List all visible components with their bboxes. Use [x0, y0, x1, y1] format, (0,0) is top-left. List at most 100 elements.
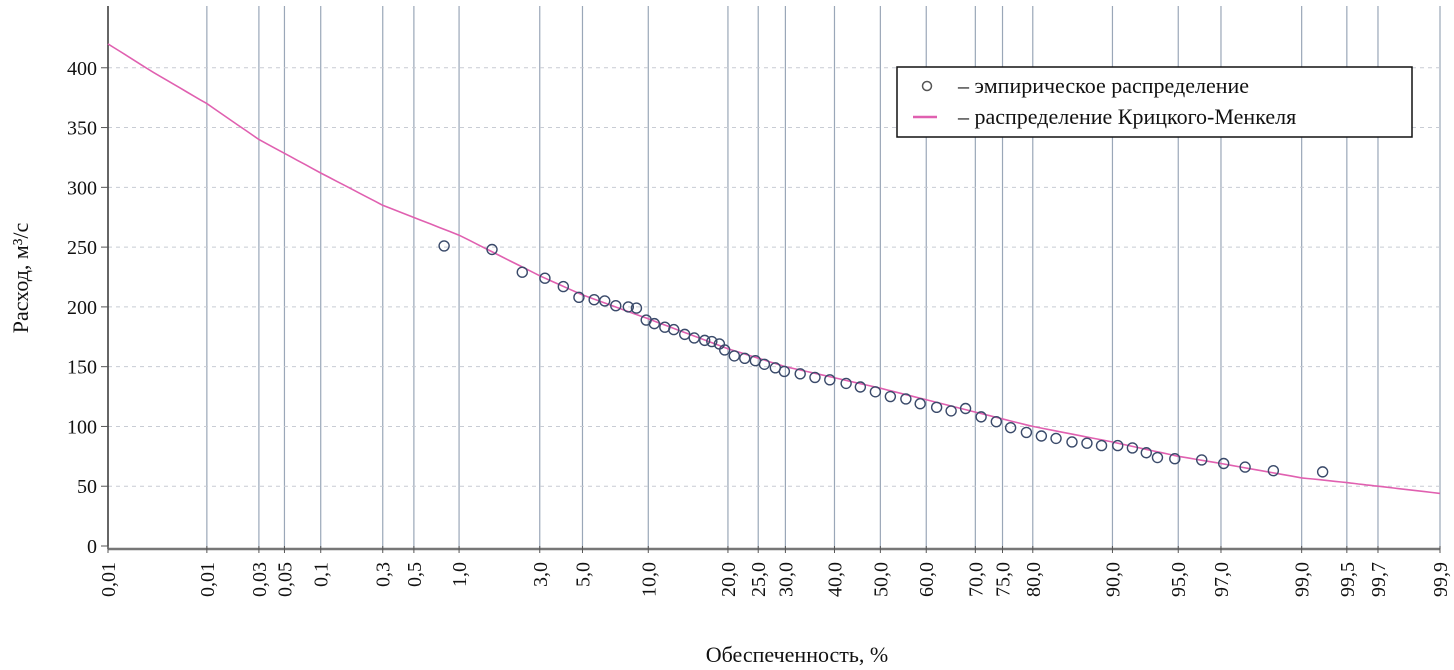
empirical-point [1267, 464, 1280, 477]
empirical-point [668, 323, 680, 336]
x-tick-label: 3,0 [530, 562, 552, 587]
empirical-point [1020, 426, 1033, 439]
empirical-point [679, 328, 691, 341]
x-tick-label: 40,0 [824, 562, 846, 597]
y-tick-labels: 0 50 100 150 200 250 300 350 400 [67, 58, 108, 558]
empirical-point [1169, 453, 1181, 465]
empirical-point [1095, 439, 1108, 452]
empirical-point [1239, 461, 1251, 473]
x-tick-label: 10,0 [638, 562, 660, 597]
empirical-point [945, 405, 957, 417]
empirical-point [622, 301, 635, 313]
axes [107, 6, 1440, 551]
empirical-point [718, 344, 731, 356]
x-tick-label: 0,1 [311, 562, 333, 587]
y-tick-label: 350 [67, 118, 97, 140]
legend-box [896, 66, 1413, 138]
empirical-point [854, 381, 867, 393]
grid [108, 6, 1441, 549]
empirical-point [599, 295, 611, 307]
x-tick-label: 0,03 [249, 562, 271, 597]
x-tick-label: 99,7 [1368, 562, 1390, 597]
y-tick-label: 0 [87, 536, 97, 558]
x-axis-label: Обеспеченность, % [706, 642, 889, 667]
empirical-point [688, 332, 700, 344]
empirical-point [739, 352, 751, 364]
x-tick-label: 0,5 [404, 562, 426, 587]
empirical-point [1081, 437, 1093, 449]
empirical-point [758, 358, 771, 370]
y-tick-label: 200 [67, 297, 97, 319]
empirical-point [1035, 430, 1048, 442]
y-tick-label: 300 [67, 177, 97, 199]
x-tick-label: 0,05 [274, 562, 296, 597]
empirical-point [884, 390, 897, 403]
y-tick-label: 250 [67, 237, 97, 259]
empirical-point [486, 243, 498, 256]
y-axis-label: Расход, м³/с [8, 222, 33, 333]
x-tick-label: 0,01 [197, 562, 219, 597]
empirical-point [573, 291, 585, 304]
empirical-point [1151, 451, 1164, 464]
empirical-point [869, 386, 882, 398]
empirical-point [778, 365, 791, 378]
legend-marker-empirical [921, 80, 933, 92]
x-tick-label: 70,0 [965, 562, 987, 597]
empirical-point [840, 377, 852, 390]
empirical-point [1196, 454, 1208, 466]
empirical-point [824, 374, 836, 386]
empirical-point [1140, 447, 1152, 459]
empirical-point [588, 294, 600, 306]
x-tick-label: 30,0 [775, 562, 797, 597]
empirical-point [1126, 442, 1139, 454]
empirical-point [539, 272, 551, 284]
x-tick-label: 90,0 [1102, 562, 1124, 597]
x-tick-label: 99,5 [1337, 562, 1359, 597]
empirical-point [959, 402, 972, 415]
empirical-point [1004, 421, 1017, 434]
legend-label-empirical: – эмпирическое распределение [957, 73, 1249, 98]
empirical-point [557, 280, 570, 293]
empirical-point [1316, 466, 1329, 478]
x-tick-label: 50,0 [870, 562, 892, 597]
empirical-point [975, 411, 987, 423]
empirical-point [914, 398, 926, 410]
x-tick-label: 25,0 [748, 562, 770, 597]
empirical-point [1066, 436, 1078, 448]
x-tick-label: 5,0 [572, 562, 594, 587]
y-tick-label: 400 [67, 58, 97, 80]
x-tick-label: 80,0 [1023, 562, 1045, 597]
empirical-point [1217, 457, 1230, 470]
x-tick-label: 20,0 [718, 562, 740, 597]
y-tick-label: 100 [67, 416, 97, 438]
empirical-point [630, 302, 643, 314]
x-tick-label: 99,9 [1430, 562, 1452, 597]
x-tick-label: 60,0 [916, 562, 938, 597]
y-tick-label: 150 [67, 357, 97, 379]
x-tick-label: 1,0 [449, 562, 471, 587]
x-tick-label: 99,0 [1292, 562, 1314, 597]
y-tick-label: 50 [77, 476, 97, 498]
empirical-point [1050, 432, 1062, 445]
x-tick-label: 75,0 [993, 562, 1015, 597]
legend-label-curve: – распределение Крицкого-Менкеля [957, 104, 1296, 129]
empirical-point [728, 350, 741, 362]
empirical-point [930, 401, 943, 414]
empirical-point [809, 371, 821, 384]
x-tick-label: 0,3 [373, 562, 395, 587]
legend: – эмпирическое распределение – распредел… [896, 66, 1413, 138]
x-tick-labels: 0,01 0,01 0,03 0,05 0,1 0,3 0,5 1,0 3,0 5,0 10,0 20… [98, 546, 1452, 597]
x-tick-label: 97,0 [1211, 562, 1233, 597]
empirical-point [516, 266, 528, 278]
empirical-point [990, 415, 1003, 428]
empirical-point [706, 335, 718, 348]
empirical-point [648, 317, 661, 330]
empirical-points [438, 240, 1329, 478]
empirical-point [1112, 439, 1124, 452]
empirical-point [794, 368, 806, 380]
empirical-point [900, 393, 912, 405]
x-tick-label: 0,01 [98, 562, 120, 597]
empirical-point [438, 240, 450, 252]
empirical-point [698, 334, 711, 347]
